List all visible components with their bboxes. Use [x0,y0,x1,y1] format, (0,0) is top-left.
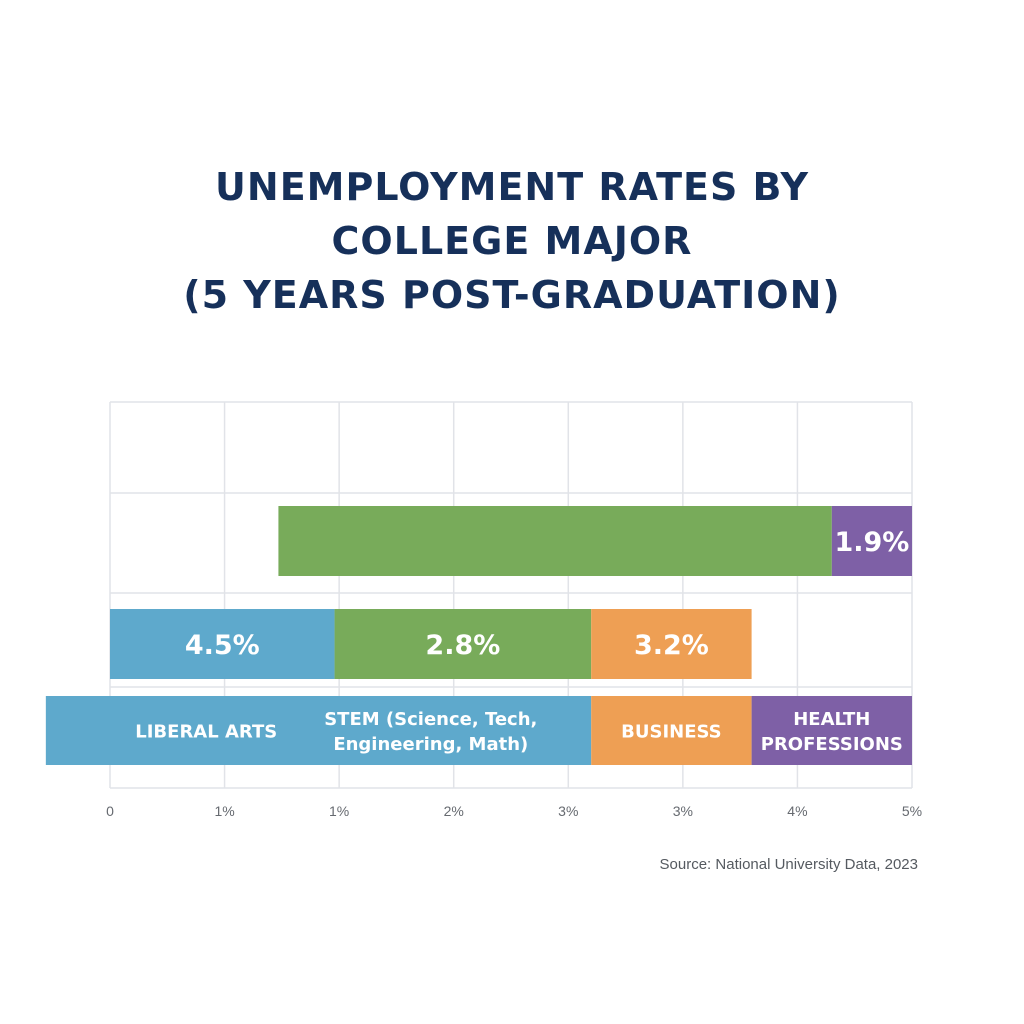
bar-labels: 1.9% 4.5% 2.8% 3.2% BUSINESS HEALTH PROFESSION… [135,527,909,755]
chart-title-line-1: UNEMPLOYMENT RATES BY [215,165,809,209]
bar-value-label: 3.2% [634,630,709,661]
bar-segment [110,609,335,679]
bar-value-label: 2.8% [425,630,500,661]
x-tick-label: 1% [214,803,234,819]
source-note: Source: National University Data, 2023 [659,856,918,873]
category-label: Engineering, Math) [333,734,528,755]
bar-segment [591,609,752,679]
category-label: BUSINESS [621,722,721,743]
bar-segment [831,506,912,576]
bars [45,506,912,765]
chart-title-line-3: (5 YEARS POST-GRADUATION) [183,273,841,317]
x-tick-label: 1% [329,803,349,819]
x-axis-ticks: 0 1% 1% 2% 3% 3% 4% 5% [106,803,922,819]
category-label: HEALTH [793,709,870,730]
bar-segment [334,609,592,679]
category-band-segment [751,696,912,765]
category-label: STEM (Science, Tech, [324,709,537,730]
category-label: LIBERAL ARTS [135,722,277,743]
chart-title: UNEMPLOYMENT RATES BY COLLEGE MAJOR (5 Y… [0,160,1024,322]
x-tick-label: 0 [106,803,114,819]
bar-segment [278,506,832,576]
category-label: PROFESSIONS [761,734,903,755]
bar-value-label: 1.9% [834,527,909,558]
category-band-segment [591,696,752,765]
x-tick-label: 3% [673,803,693,819]
chart-title-line-2: COLLEGE MAJOR [331,219,693,263]
bar-value-label: 4.5% [185,630,260,661]
category-band-segment [45,696,592,765]
x-tick-label: 5% [902,803,922,819]
x-tick-label: 4% [787,803,807,819]
x-tick-label: 3% [558,803,578,819]
x-tick-label: 2% [444,803,464,819]
